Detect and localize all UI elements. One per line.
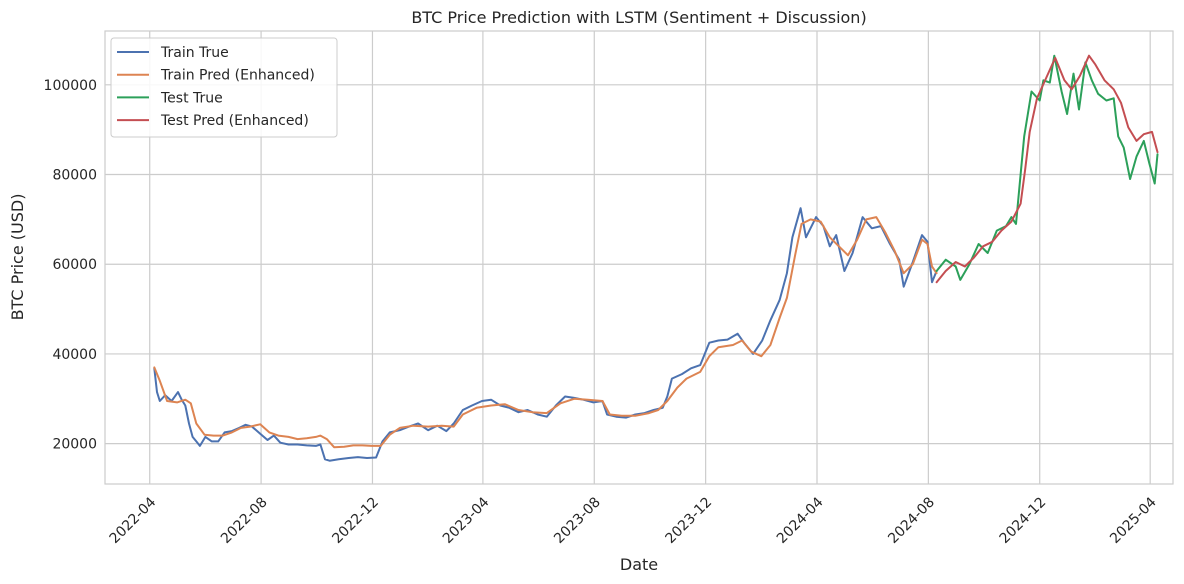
grid-layer <box>105 31 1173 484</box>
series-line-2 <box>153 216 938 449</box>
y-tick-label: 60000 <box>52 257 97 273</box>
chart-title: BTC Price Prediction with LSTM (Sentimen… <box>411 8 866 27</box>
x-axis-title: Date <box>620 555 658 574</box>
y-axis-title: BTC Price (USD) <box>8 194 27 321</box>
legend-box <box>110 37 338 138</box>
legend-label: Test Pred (Enhanced) <box>160 113 309 129</box>
series-layer <box>153 54 1159 462</box>
y-tick-label: 80000 <box>52 168 97 184</box>
legend-label: Test True <box>160 90 223 106</box>
y-axis-ticks: 20000 40000 60000 80000 100000 <box>44 78 97 453</box>
plot-frame <box>104 30 1174 485</box>
y-tick-label: 100000 <box>44 78 97 94</box>
y-tick-label: 40000 <box>52 347 97 363</box>
legend-label: Train Pred (Enhanced) <box>160 68 315 84</box>
legend: Train True Train Pred (Enhanced) Test True… <box>110 37 338 138</box>
series-line-3 <box>935 54 1159 281</box>
series-line-4 <box>935 54 1159 284</box>
y-tick-label: 20000 <box>52 437 97 453</box>
legend-label: Train True <box>160 45 229 61</box>
